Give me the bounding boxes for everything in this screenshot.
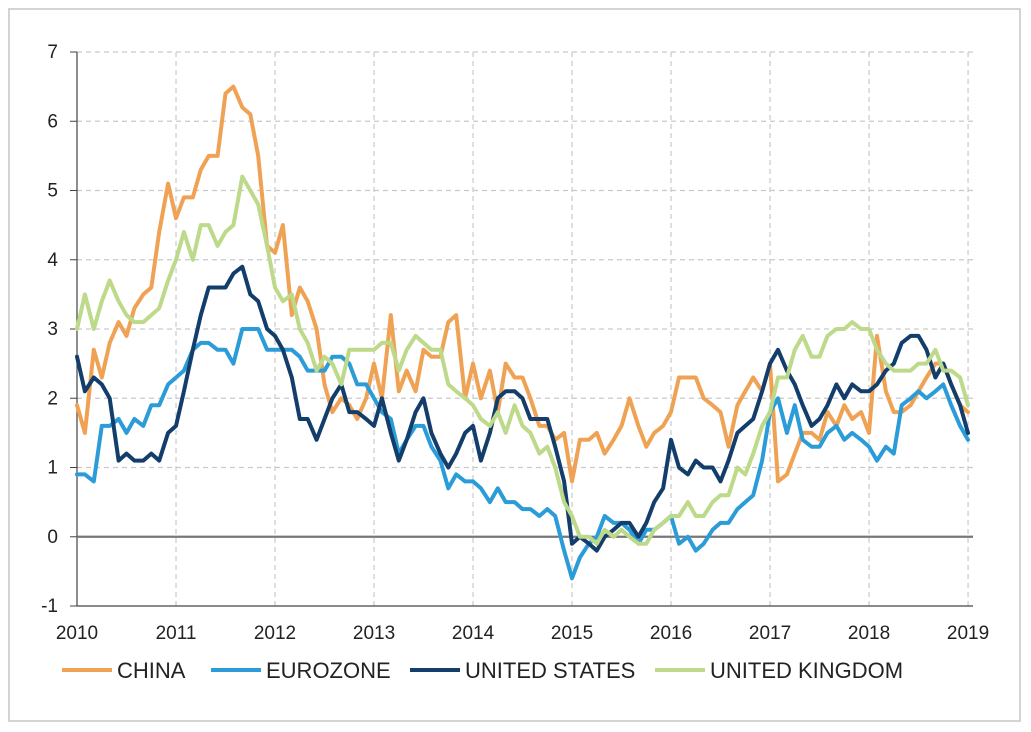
y-tick-label: 2 [47, 388, 58, 409]
x-tick-label: 2012 [254, 623, 296, 644]
y-tick-label: 0 [47, 527, 58, 548]
series-line-eurozone [75, 327, 970, 581]
y-tick-label: 7 [47, 42, 58, 63]
series-line-united-states [75, 264, 970, 553]
y-tick-label: 6 [47, 111, 58, 132]
legend-label-eurozone: EUROZONE [266, 658, 391, 683]
series-layer [75, 84, 970, 581]
legend: CHINA EUROZONE UNITED STATES UNITED KINGDOM [62, 658, 903, 683]
y-tick-label: -1 [41, 596, 58, 617]
x-tick-label: 2017 [749, 623, 791, 644]
x-tick-label: 2014 [452, 623, 495, 644]
grid [77, 51, 973, 606]
series-line-united-kingdom [75, 174, 970, 546]
x-tick-label: 2011 [156, 623, 197, 644]
axes: -1 0 1 2 3 4 5 6 7 2010 2011 2012 2013 2014 2015 2016 20… [41, 42, 989, 644]
x-tick-label: 2019 [947, 623, 989, 644]
x-tick-label: 2018 [848, 623, 890, 644]
chart-frame [8, 8, 1021, 722]
series-line-china [75, 84, 970, 484]
legend-label-united-kingdom: UNITED KINGDOM [710, 658, 903, 683]
y-tick-label: 5 [47, 181, 58, 202]
x-tick-label: 2013 [353, 623, 395, 644]
x-tick-label: 2016 [650, 623, 692, 644]
y-tick-label: 4 [47, 250, 58, 271]
legend-label-china: CHINA [117, 658, 186, 683]
y-tick-label: 1 [47, 458, 58, 479]
x-tick-label: 2010 [56, 623, 98, 644]
y-tick-label: 3 [47, 319, 58, 340]
x-tick-label: 2015 [551, 623, 593, 644]
legend-label-united-states: UNITED STATES [465, 658, 635, 683]
